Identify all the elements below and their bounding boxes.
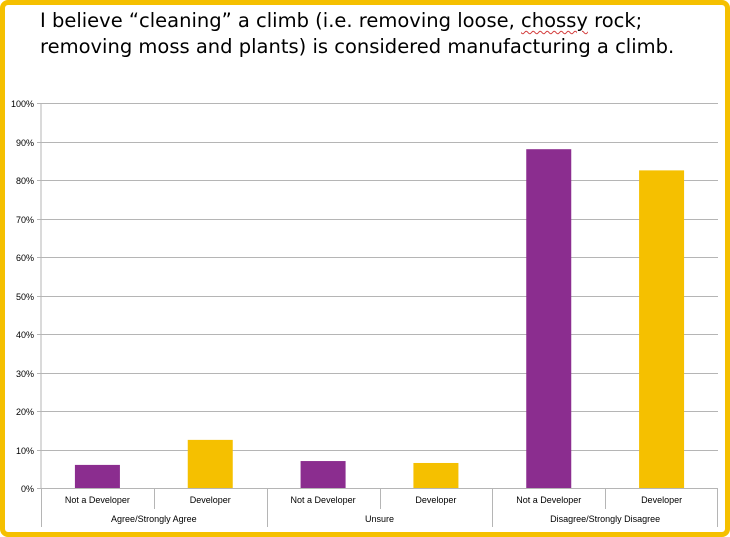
chart-title-line-1: I believe “cleaning” a climb (i.e. remov… bbox=[40, 8, 720, 34]
spellcheck-marked-word: chossy bbox=[521, 9, 588, 32]
x-category-label: Not a Developer bbox=[516, 495, 581, 505]
y-tick-label: 80% bbox=[16, 176, 34, 186]
chart-title-line-2: removing moss and plants) is considered … bbox=[40, 35, 675, 58]
y-tick-label: 70% bbox=[16, 215, 34, 225]
x-category-label: Not a Developer bbox=[65, 495, 130, 505]
y-tick-label: 100% bbox=[11, 99, 34, 109]
x-group-label: Disagree/Strongly Disagree bbox=[550, 514, 660, 524]
y-tick-label: 0% bbox=[21, 484, 34, 494]
bar bbox=[74, 464, 120, 488]
y-tick-label: 60% bbox=[16, 253, 34, 263]
bar bbox=[413, 462, 459, 488]
bar bbox=[639, 170, 685, 488]
y-tick-label: 10% bbox=[16, 446, 34, 456]
x-category-label: Developer bbox=[190, 495, 231, 505]
bar bbox=[526, 149, 572, 488]
x-group-label: Agree/Strongly Agree bbox=[111, 514, 197, 524]
y-tick-label: 30% bbox=[16, 369, 34, 379]
y-tick-label: 50% bbox=[16, 292, 34, 302]
x-category-label: Not a Developer bbox=[291, 495, 356, 505]
x-category-label: Developer bbox=[641, 495, 682, 505]
y-tick-label: 90% bbox=[16, 138, 34, 148]
chart-title-part: I believe “cleaning” a climb (i.e. remov… bbox=[40, 9, 522, 32]
x-category-label: Developer bbox=[415, 495, 456, 505]
y-tick-label: 20% bbox=[16, 407, 34, 417]
x-group-label: Unsure bbox=[365, 514, 394, 524]
chart-title-part-end: rock; bbox=[587, 9, 643, 32]
bar bbox=[300, 461, 346, 488]
chart-title: I believe “cleaning” a climb (i.e. remov… bbox=[40, 8, 720, 60]
bar bbox=[187, 439, 233, 488]
y-tick-label: 40% bbox=[16, 330, 34, 340]
